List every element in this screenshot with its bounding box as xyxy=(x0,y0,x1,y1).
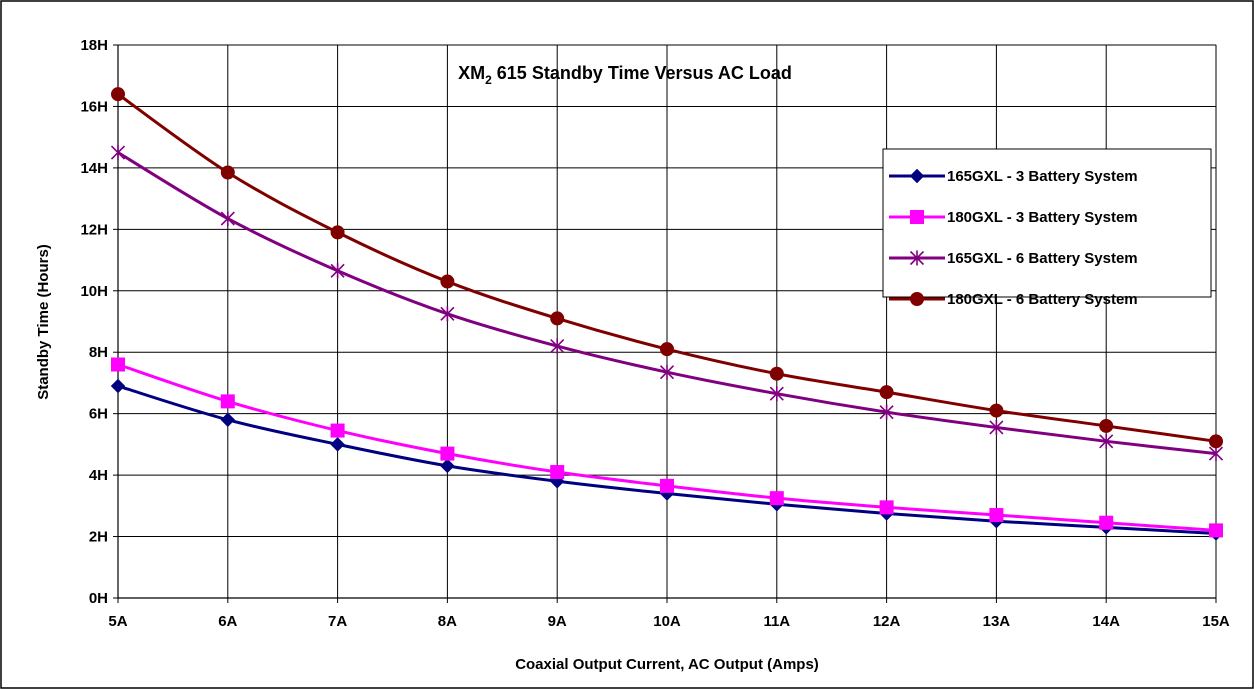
data-point xyxy=(1099,515,1114,530)
data-point xyxy=(1099,418,1114,433)
legend-label: 165GXL - 6 Battery System xyxy=(947,250,1138,267)
x-tick-label: 12A xyxy=(873,613,901,630)
x-tick-label: 13A xyxy=(983,613,1011,630)
data-point xyxy=(989,508,1004,523)
y-tick-label: 8H xyxy=(89,344,108,361)
data-point xyxy=(111,357,125,372)
data-point xyxy=(660,478,674,493)
legend-entry: 165GXL - 6 Battery System xyxy=(889,250,1138,267)
legend: 165GXL - 3 Battery System 180GXL - 3 Batt… xyxy=(882,148,1212,308)
data-point xyxy=(220,211,235,227)
y-tick-label: 14H xyxy=(80,160,108,177)
data-point xyxy=(989,403,1004,418)
y-tick-label: 2H xyxy=(89,529,108,546)
series-4 xyxy=(111,87,1223,449)
data-point xyxy=(330,437,345,452)
x-tick-label: 6A xyxy=(218,613,237,630)
legend-label: 165GXL - 3 Battery System xyxy=(947,168,1138,185)
data-point xyxy=(1099,433,1114,449)
legend-entry: 180GXL - 6 Battery System xyxy=(889,291,1138,308)
x-tick-label: 7A xyxy=(328,613,347,630)
data-point xyxy=(1209,523,1223,538)
data-point xyxy=(769,386,784,402)
series-2 xyxy=(111,357,1223,538)
data-point xyxy=(879,385,894,400)
x-axis-title: Coaxial Output Current, AC Output (Amps) xyxy=(515,656,819,673)
x-tick-label: 10A xyxy=(653,613,681,630)
data-point xyxy=(660,342,674,357)
y-tick-label: 18H xyxy=(80,37,108,54)
data-point xyxy=(879,500,894,515)
legend-marker xyxy=(909,168,925,184)
data-point xyxy=(330,225,345,240)
series-3 xyxy=(110,145,1224,462)
y-axis-ticks: 0H 2H 4H 6H 8H 10H 12H 14H 16H 18H xyxy=(80,37,118,607)
data-point xyxy=(879,404,894,420)
legend-marker xyxy=(910,292,924,306)
data-point xyxy=(440,458,455,474)
data-point xyxy=(769,491,784,506)
data-point xyxy=(659,364,675,380)
data-point xyxy=(550,465,565,480)
y-axis-title: Standby Time (Hours) xyxy=(35,244,52,400)
data-point xyxy=(1209,434,1223,449)
x-tick-label: 8A xyxy=(438,613,457,630)
data-point xyxy=(330,423,345,438)
data-point xyxy=(440,306,455,322)
y-tick-label: 6H xyxy=(89,406,108,423)
legend-marker xyxy=(910,210,924,224)
data-point xyxy=(330,263,345,279)
legend-marker xyxy=(909,250,925,266)
x-tick-label: 11A xyxy=(763,613,790,630)
x-tick-label: 15A xyxy=(1202,613,1230,630)
legend-label: 180GXL - 3 Battery System xyxy=(947,209,1138,226)
x-tick-label: 9A xyxy=(548,613,567,630)
series-layer xyxy=(110,87,1224,541)
data-point xyxy=(220,412,236,428)
y-tick-label: 10H xyxy=(80,283,108,300)
data-point xyxy=(440,274,455,289)
data-point xyxy=(550,311,565,326)
y-tick-label: 12H xyxy=(80,221,108,238)
data-point xyxy=(989,419,1004,435)
legend-box xyxy=(882,148,1212,298)
legend-entry: 165GXL - 3 Battery System xyxy=(889,168,1138,185)
data-point xyxy=(111,87,125,102)
legend-entry: 180GXL - 3 Battery System xyxy=(889,209,1138,226)
x-tick-label: 5A xyxy=(108,613,127,630)
data-point xyxy=(769,366,784,381)
chart-title: XM2 615 Standby Time Versus AC Load xyxy=(458,63,792,87)
data-point xyxy=(550,338,565,354)
y-tick-label: 16H xyxy=(80,98,108,115)
x-axis-ticks: 5A 6A 7A 8A 9A 10A 11A 12A 13A 14A 15A xyxy=(108,598,1230,630)
data-point xyxy=(220,394,235,409)
data-point xyxy=(110,378,126,394)
data-point xyxy=(220,165,235,180)
data-point xyxy=(1208,446,1224,462)
data-point xyxy=(110,145,126,161)
x-tick-label: 14A xyxy=(1092,613,1120,630)
legend-label: 180GXL - 6 Battery System xyxy=(947,291,1138,308)
y-tick-label: 4H xyxy=(89,467,108,484)
y-tick-label: 0H xyxy=(89,590,108,607)
data-point xyxy=(440,446,455,461)
